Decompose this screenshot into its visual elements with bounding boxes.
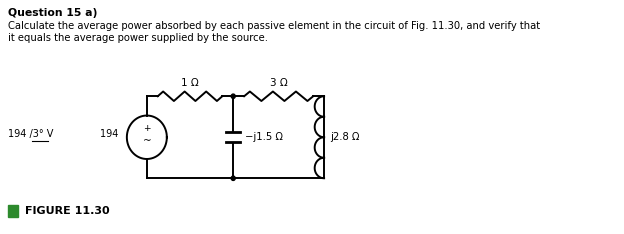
Text: Calculate the average power absorbed by each passive element in the circuit of F: Calculate the average power absorbed by … [7,21,540,31]
Text: 3 Ω: 3 Ω [270,78,288,88]
Bar [7,205,18,216]
Circle shape [232,176,235,180]
Circle shape [232,94,235,99]
Text: j2.8 Ω: j2.8 Ω [331,132,360,142]
Text: it equals the average power supplied by the source.: it equals the average power supplied by … [7,33,268,43]
Text: ~: ~ [142,136,151,146]
Text: Question 15 a): Question 15 a) [7,8,97,18]
Text: 194: 194 [100,129,122,139]
Text: +: + [143,124,150,133]
Text: 194 /3° V: 194 /3° V [7,129,53,139]
Text: −j1.5 Ω: −j1.5 Ω [245,132,283,142]
Text: FIGURE 11.30: FIGURE 11.30 [24,206,109,216]
Text: 1 Ω: 1 Ω [181,78,199,88]
